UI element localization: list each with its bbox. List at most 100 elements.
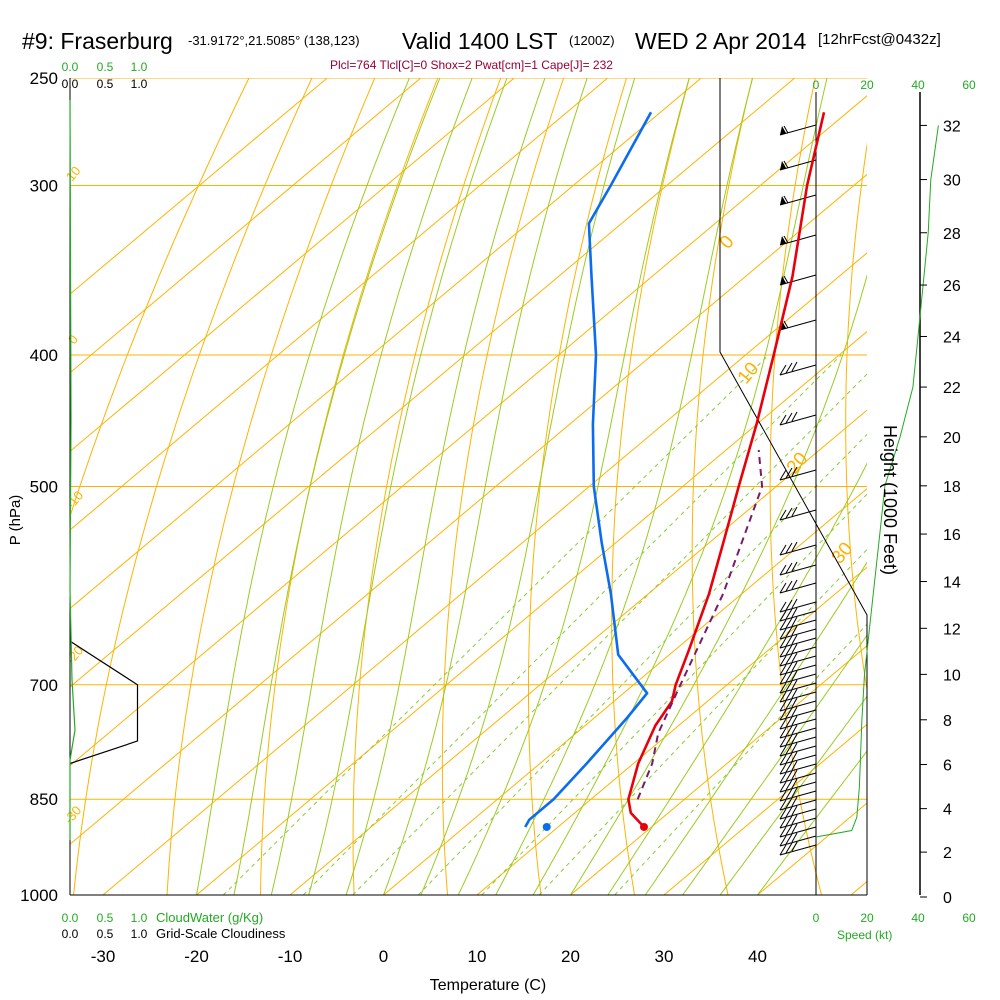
height-tick-label: 16 [943,527,961,544]
forecast-tag: [12hrFcst@0432z] [818,31,941,48]
wind-barb [779,124,817,136]
wind-barb-feather [779,414,787,426]
wind-barb-staff [779,628,817,640]
wind-barb [779,769,817,784]
moist-adiabat-line [757,750,867,895]
station-title: #9: Fraserburg [22,28,173,54]
wind-barb-feather [779,763,787,775]
wind-barb [779,625,817,640]
wind-barb-feather [791,832,798,843]
wind-barb [779,670,817,685]
mixing-ratio-label: 20 [603,898,624,918]
wind-barb-staff [779,745,817,757]
cloudwater-label: CloudWater (g/Kg) [156,910,263,925]
wind-barb-flag [780,196,786,205]
wind-barb [779,760,817,775]
wind-barb-feather [785,507,793,519]
wind-barb-feather [785,815,793,827]
station-coords: -31.9172°,21.5085° (138,123) [188,33,360,48]
wind-barb-feather [785,725,793,737]
temperature-tick-label: 20 [561,947,580,966]
wind-barb-feather [791,688,798,699]
wind-barb-feather [791,661,798,672]
wind-barb-staff [779,619,817,631]
wind-barb-feather [785,770,793,782]
wind-barb [779,598,817,613]
wind-barb-staff [779,772,817,784]
wind-barb-feather [791,760,798,771]
wind-barb-staff [779,781,817,793]
wind-barb-feather [791,796,798,807]
wind-barb-feather [785,833,793,845]
wind-barb [779,778,817,793]
wind-barb-feather [785,467,793,479]
isotherm-label: -10 [63,488,87,512]
wind-barb-feather [785,617,793,629]
wind-barb-feather [785,644,793,656]
wind-barb-feather [791,823,798,834]
moist-adiabat-line [270,78,473,895]
wind-barb-feather [779,835,787,847]
moist-adiabat-line [570,274,867,895]
plot-boundary [719,78,868,895]
wind-barb-staff [779,159,817,171]
wind-barb-feather [785,824,793,836]
wind-barb-feather [779,564,787,576]
wind-barb-feather [791,643,798,654]
moist-adiabat-line [233,78,441,895]
surface-dewpoint-marker [542,822,551,831]
wind-barb-feather [791,778,798,789]
cloudiness-tick-top: 0.5 [97,77,114,91]
wind-barb-feather [785,734,793,746]
isotherm-label: 0 [716,232,739,254]
isotherm-label: -20 [63,643,87,667]
wind-barb-feather [779,799,787,811]
wind-barb-feather [791,541,798,552]
height-tick-label: 10 [943,667,961,684]
wind-barb [779,823,817,838]
wind-barb-feather [791,679,798,690]
moist-adiabat-line [682,634,867,895]
height-tick-label: 6 [943,758,952,775]
x-axis-title: Temperature (C) [430,977,546,994]
moist-adiabat-line [495,78,754,895]
wind-barb-staff [779,664,817,676]
temperature-trace [627,112,826,828]
isotherm-line [70,95,867,767]
wind-barb-staff [779,364,817,376]
mixing-ratio-label: 5 [407,904,423,919]
chart-header: #9: Fraserburg -31.9172°,21.5085° (138,1… [0,0,1000,72]
cloudiness-tick-top: 1.0 [131,77,148,91]
isotherm-line [70,78,422,374]
dry-adiabat-line [441,78,565,895]
temperature-tick-label: 10 [468,947,487,966]
wind-barb-staff [779,414,817,426]
wind-barb [779,411,817,426]
wind-barb-feather [779,781,787,793]
dry-adiabat-line [260,78,439,895]
wind-barb-feather [785,842,793,854]
wind-barb-flag [780,126,786,135]
wind-barb-feather [791,805,798,816]
wind-barb [779,643,817,658]
isotherm-line [70,78,609,531]
wind-barb [779,796,817,811]
cloudwater-tick-bottom: 0.0 [62,911,79,925]
wind-barb-staff [779,682,817,694]
wind-barb [779,742,817,757]
wind-barb [779,194,817,206]
dry-adiabat-line [769,78,822,895]
isotherm-line [570,645,867,895]
moist-adiabat-line [532,78,828,895]
wind-barb-feather [783,320,789,329]
wind-barb-staff [779,718,817,730]
wind-barb [779,159,817,171]
dry-adiabat-line [166,78,376,895]
wind-barb-feather [785,707,793,719]
wind-barb-feather [791,715,798,726]
speed-tick-label-bottom: 40 [911,911,925,925]
wind-barb [779,466,817,481]
valid-date: WED 2 Apr 2014 [635,28,807,54]
dry-adiabat-line [990,78,1000,895]
wind-barb-feather [779,772,787,784]
